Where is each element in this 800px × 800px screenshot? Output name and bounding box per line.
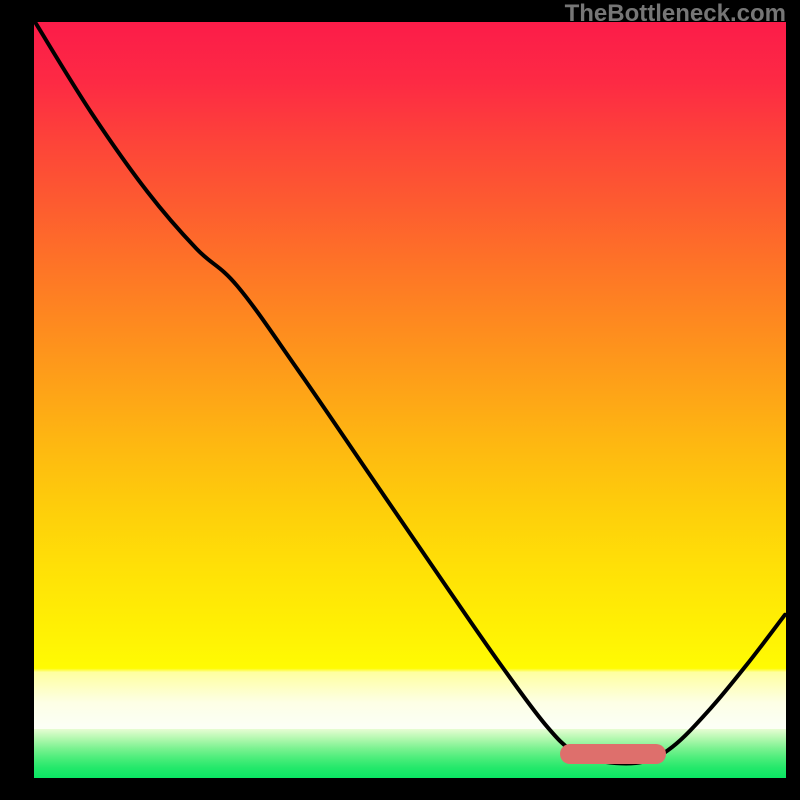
- watermark-text: TheBottleneck.com: [565, 0, 786, 28]
- plot-area: [34, 22, 786, 778]
- optimal-range-marker: [560, 744, 666, 764]
- curve-layer: [34, 22, 786, 778]
- chart-container: TheBottleneck.com: [0, 0, 800, 800]
- bottleneck-curve: [35, 22, 785, 764]
